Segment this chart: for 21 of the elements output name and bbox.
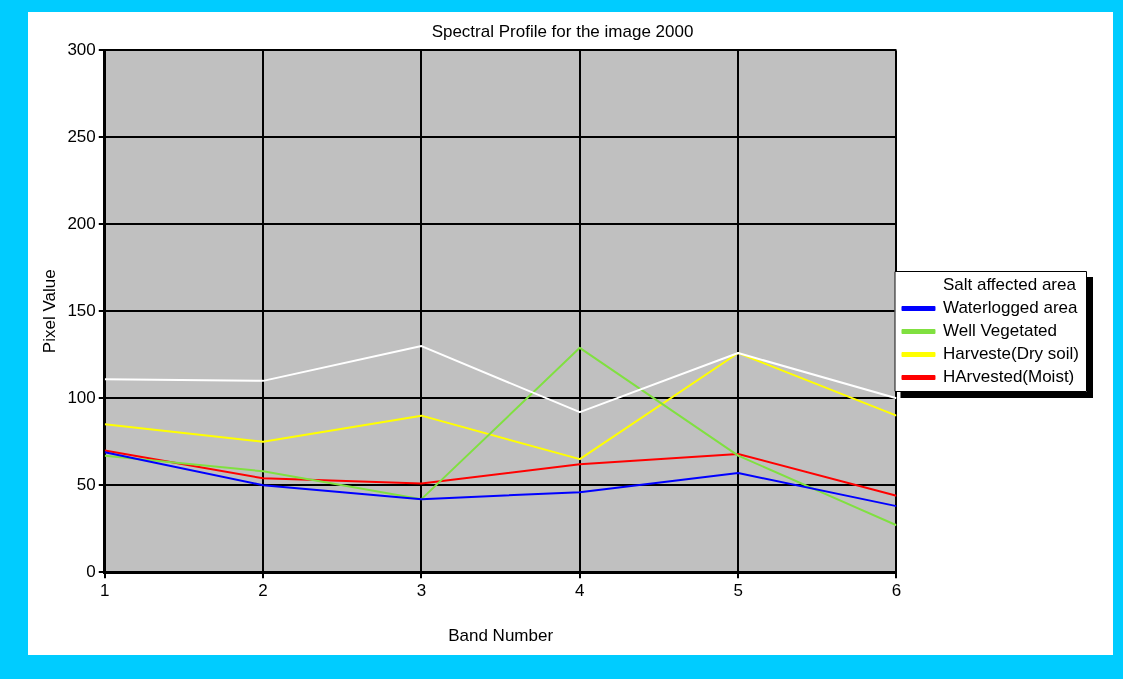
y-tick-label: 150: [67, 300, 96, 320]
x-axis-title: Band Number: [448, 626, 554, 646]
y-tick-label: 100: [67, 387, 96, 407]
legend-label: Well Vegetated: [942, 321, 1058, 341]
x-tick-label: 4: [575, 581, 585, 601]
y-tick-label: 250: [67, 127, 96, 147]
y-axis-title: Pixel Value: [39, 269, 59, 354]
legend-label: Waterlogged area: [942, 298, 1079, 318]
chart-title: Spectral Profile for the image 2000: [431, 21, 694, 41]
legend-label: Salt affected area: [942, 275, 1077, 295]
legend-label: HArvested(Moist): [942, 367, 1075, 387]
x-tick-label: 6: [891, 581, 902, 601]
y-tick-label: 300: [67, 40, 96, 60]
x-tick-label: 2: [258, 581, 268, 601]
x-tick-label: 5: [733, 581, 743, 601]
y-tick-label: 0: [86, 561, 96, 581]
y-tick-label: 200: [67, 214, 96, 234]
x-tick-label: 3: [416, 581, 427, 601]
y-tick-label: 50: [76, 474, 96, 494]
legend-label: Harveste(Dry soil): [942, 344, 1080, 364]
x-tick-label: 1: [100, 581, 110, 601]
